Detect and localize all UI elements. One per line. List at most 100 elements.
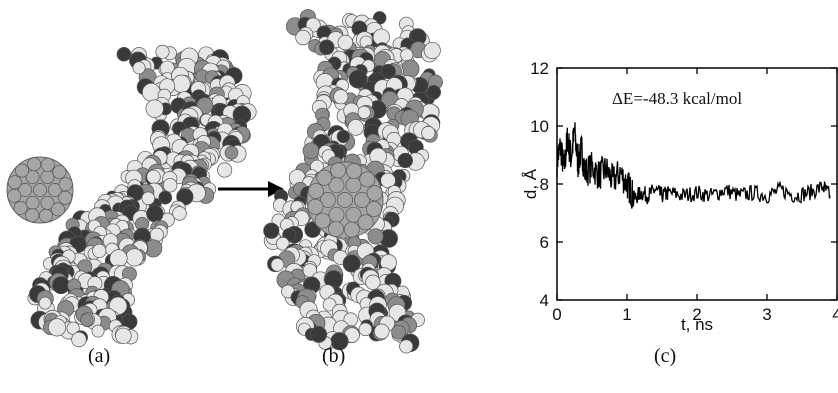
atom-sphere [132,61,146,75]
atom-sphere [347,119,365,136]
y-tick-label: 6 [540,233,549,252]
fullerene-atom [7,175,22,190]
fullerene-atom [40,157,55,172]
fullerene-atom [58,190,73,205]
fullerene-atom [25,195,40,210]
x-tick-label: 1 [622,305,631,324]
fullerene-atom [47,183,62,197]
atom-sphere [38,296,52,310]
panel-label-c: (c) [654,345,677,367]
atom-sphere [275,236,290,251]
fullerene-b [306,161,384,239]
atom-sphere [391,324,406,340]
atom-sphere [162,178,178,193]
atom-sphere [358,322,373,337]
atom-sphere [401,59,420,79]
atom-sphere [115,327,132,345]
atom-sphere [71,331,87,348]
fullerene-atom [366,201,382,217]
fullerene-atom [316,169,333,186]
atom-sphere [80,313,94,327]
atom-sphere [397,152,413,169]
atom-sphere [172,74,191,93]
atom-sphere [302,142,320,160]
y-ticks: 4 6 8 10 12 [530,59,837,310]
fullerene-atom [328,206,345,223]
atom-sphere [373,323,390,340]
atom-sphere [172,206,187,221]
atom-sphere [426,84,442,100]
atom-sphere [91,324,105,338]
fullerene-atom [357,214,374,231]
fullerene-atom [366,185,383,202]
fullerene-atom [343,221,360,238]
atom-sphere [146,169,161,184]
atom-sphere [155,44,170,59]
fullerene-atom [330,162,347,179]
atom-sphere [336,129,351,144]
annotation-energy: ΔE=-48.3 kcal/mol [612,89,742,108]
y-axis-title: d, Å [521,168,540,199]
atom-sphere [421,125,436,141]
fullerene-atom [33,183,47,197]
atom-sphere [380,63,396,80]
x-tick-label: 2 [692,305,701,324]
fullerene-atom [319,192,336,208]
y-tick-label: 10 [530,117,549,136]
atom-sphere [263,222,280,239]
fullerene-atom [15,163,30,178]
fullerene-atom [40,170,55,185]
x-ticks: 0 1 2 3 4 [552,68,838,324]
fullerene-atom [38,208,53,223]
y-tick-label: 4 [540,291,549,310]
y-tick-label: 12 [530,59,549,78]
fullerene-atom [354,192,371,208]
atom-sphere [423,41,441,60]
fullerene-atom [346,163,362,179]
atom-sphere [322,297,337,312]
series-line [556,122,831,209]
atom-sphere [367,228,384,245]
x-axis-title: t, ns [681,315,713,334]
atom-sphere [47,318,67,337]
atom-sphere [224,145,239,160]
fullerene-atom [314,212,331,229]
panel-label-b: (b) [322,345,346,367]
atom-sphere [318,39,335,56]
x-tick-label: 4 [832,305,838,324]
atom-sphere [342,254,361,273]
fullerene-a [6,156,74,224]
atom-sphere [146,204,164,223]
atom-sphere [348,69,368,89]
x-tick-label: 3 [762,305,771,324]
atom-sphere [365,274,381,290]
atom-sphere [217,162,233,178]
fullerene-atom [328,221,344,237]
atom-sphere [295,29,311,46]
atom-sphere [337,34,354,51]
atom-sphere [400,48,414,62]
fullerene-atom [7,188,22,203]
atom-sphere [158,190,173,205]
fullerene-atom [27,157,42,172]
fullerene-atom [52,165,67,180]
fullerene-atom [18,183,33,197]
atom-sphere [66,321,80,335]
fullerene-atom [25,208,40,223]
fullerene-atom [337,192,353,208]
atom-sphere [333,89,349,105]
transition-arrow [218,181,284,197]
fullerene-atom [50,202,65,217]
fullerene-atom [308,183,324,199]
fullerene-atom [58,177,73,192]
y-tick-label: 8 [540,175,549,194]
dna-molecule-a [27,44,257,348]
atom-sphere [125,248,144,267]
atom-sphere [92,243,107,259]
fullerene-atom [307,198,324,215]
fullerene-atom [13,200,28,215]
atom-sphere [141,191,156,206]
atom-sphere [399,339,414,354]
